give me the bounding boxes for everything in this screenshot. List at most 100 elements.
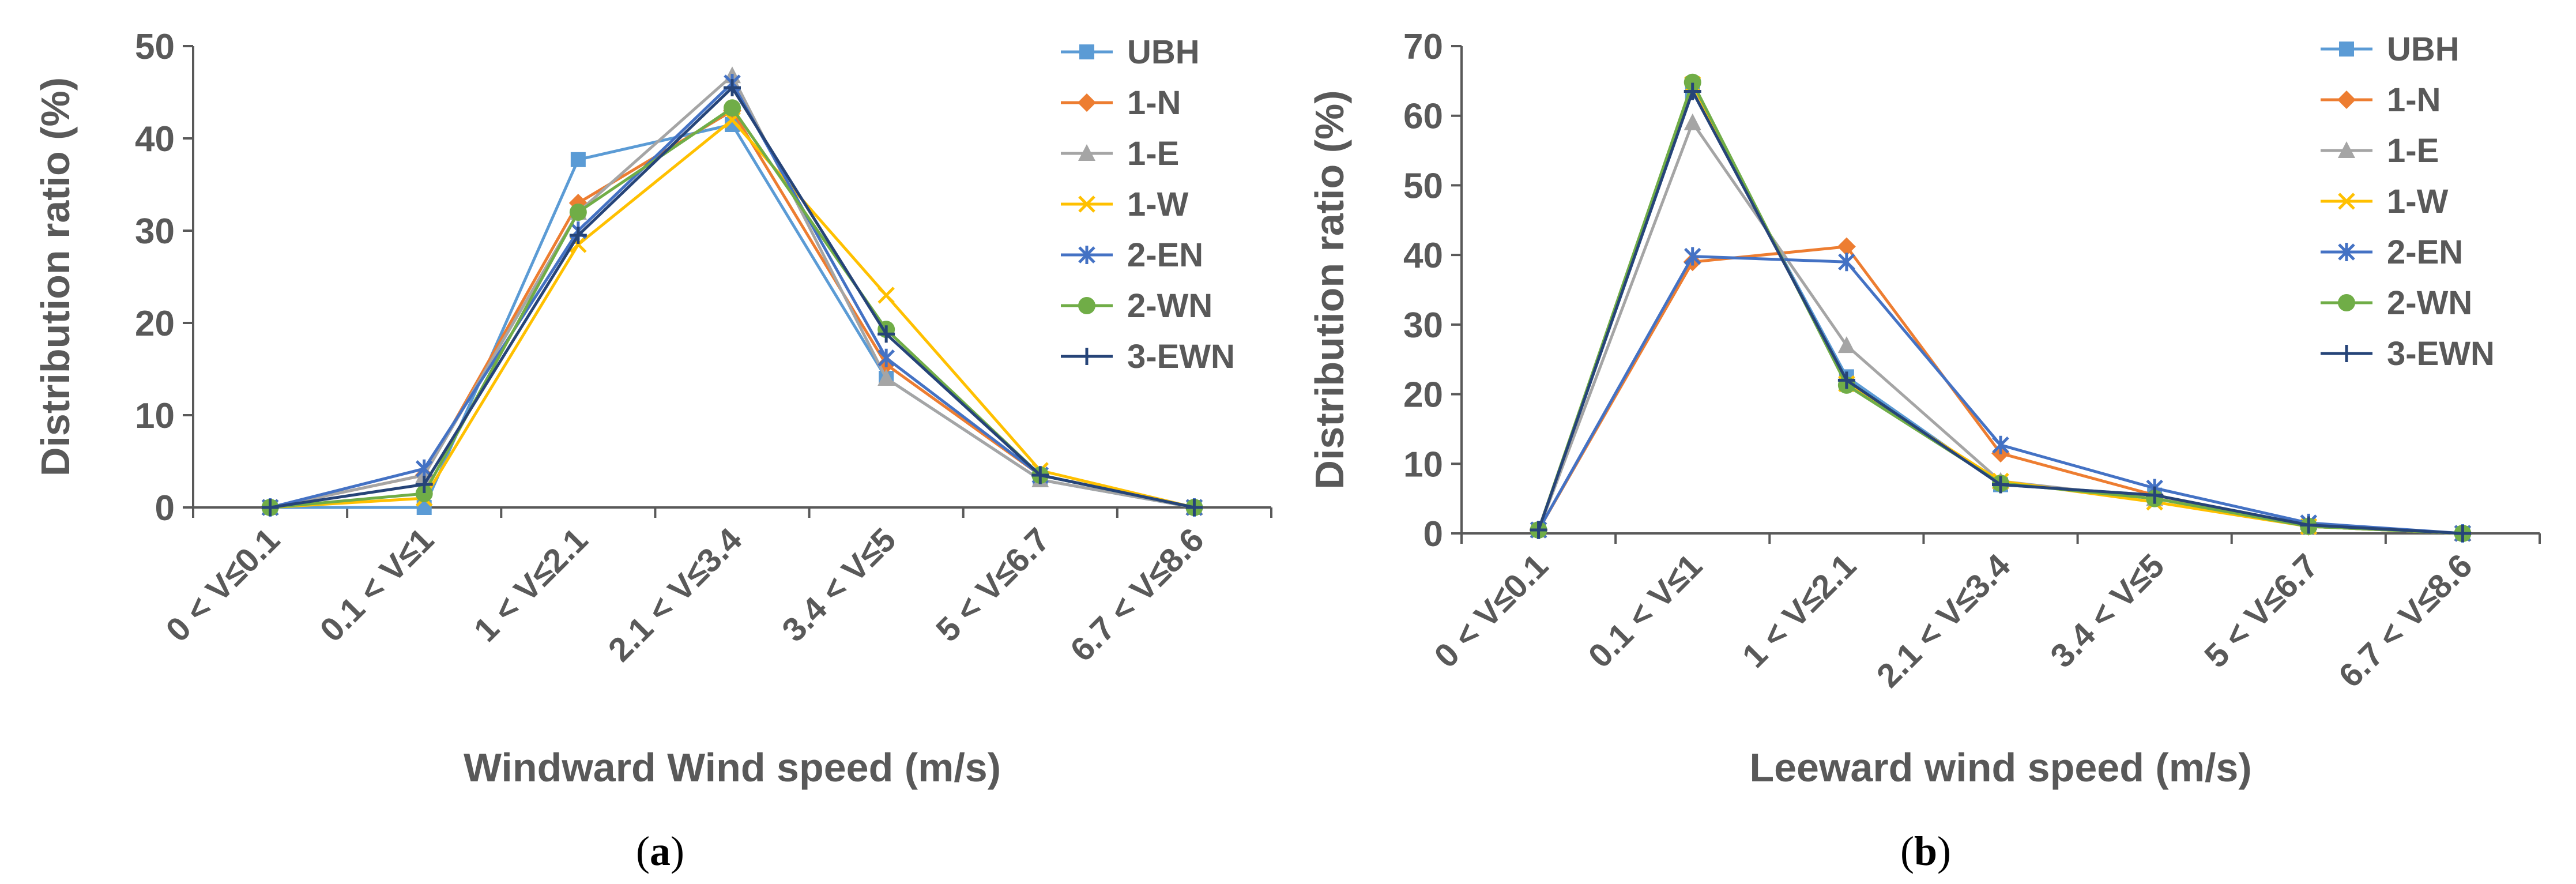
legend-marker-2-EN <box>2338 243 2355 261</box>
y-tick-label: 20 <box>135 304 175 344</box>
legend-marker-UBH <box>2339 42 2354 57</box>
series-1-N <box>261 101 1204 517</box>
x-tick-label: 3.4 < V≤5 <box>2043 547 2171 675</box>
legend-label: 1-N <box>1127 84 1181 122</box>
data-point-UBH <box>570 152 586 167</box>
legend-item-2-WN: 2-WN <box>1061 287 1212 325</box>
x-axis-title: Windward Wind speed (m/s) <box>464 745 1001 790</box>
x-axis-title: Leeward wind speed (m/s) <box>1749 745 2251 790</box>
data-point-3-EWN <box>1837 371 1855 389</box>
series-line-UBH <box>1537 90 2463 535</box>
data-point-3-EWN <box>1530 521 1547 539</box>
x-tick-label: 6.7 < V≤8.6 <box>1063 521 1211 669</box>
y-tick-label: 30 <box>135 212 175 251</box>
legend-item-UBH: UBH <box>1061 33 1200 71</box>
x-tick-label: 2.1 < V≤3.4 <box>1870 547 2018 695</box>
x-tick-label: 0.1 < V≤1 <box>1581 547 1709 675</box>
legend: UBH 1-N 1-E 1-W 2-EN 2-WN 3-EWN <box>2321 31 2495 373</box>
chart-panel-b: 0 10 20 30 40 50 60 70 0 < V≤0.1 0.1 < V≤1 1 < V≤2… <box>1307 27 2541 790</box>
legend-item-2-WN: 2-WN <box>2321 284 2472 322</box>
series-line-1-N <box>270 109 1195 509</box>
legend-marker-2-EN <box>1078 246 1095 264</box>
data-point-1-N <box>1837 237 1856 256</box>
legend: UBH 1-N 1-E 1-W 2-EN 2-WN 3-EWN <box>1061 33 1235 375</box>
series-line-3-EWN <box>270 86 1195 509</box>
legend-marker-3-EWN <box>1078 348 1095 365</box>
legend-label: 2-WN <box>2387 284 2472 322</box>
series-2-EN <box>1530 247 2472 543</box>
y-tick-label: 60 <box>1403 97 1443 137</box>
caption-a: (a) <box>636 828 684 874</box>
data-point-2-EN <box>1838 253 1855 272</box>
x-tick-label: 5 < V≤6.7 <box>2197 547 2325 675</box>
legend-marker-1-W <box>2338 193 2355 210</box>
series-line-1-E <box>1537 121 2463 535</box>
y-tick-label: 0 <box>1423 514 1443 554</box>
data-point-3-EWN <box>2454 525 2472 542</box>
legend-marker-1-N <box>1078 93 1096 112</box>
y-tick-label: 70 <box>1403 27 1443 67</box>
legend-item-1-N: 1-N <box>1061 84 1181 122</box>
y-tick-label: 0 <box>155 488 175 528</box>
legend-label: 2-WN <box>1127 287 1212 325</box>
x-tick-label: 1 < V≤2.1 <box>1735 547 1863 675</box>
x-tick-label: 1 < V≤2.1 <box>467 521 595 649</box>
y-tick-label: 10 <box>135 396 175 436</box>
legend-item-2-EN: 2-EN <box>2321 234 2463 271</box>
series-line-2-WN <box>270 106 1195 509</box>
legend-label: UBH <box>1127 33 1200 71</box>
series-line-1-E <box>270 74 1195 509</box>
data-point-2-WN <box>1684 73 1701 91</box>
caption-b: (b) <box>1900 828 1951 874</box>
legend-item-2-EN: 2-EN <box>1061 236 1203 274</box>
data-point-3-EWN <box>1684 82 1701 100</box>
legend-item-3-EWN: 3-EWN <box>2321 335 2495 373</box>
data-point-1-E <box>878 369 895 386</box>
data-point-3-EWN <box>2300 516 2318 534</box>
legend-item-1-W: 1-W <box>1061 186 1189 223</box>
data-point-3-EWN <box>261 499 279 516</box>
legend-label: 1-E <box>1127 135 1179 172</box>
data-point-3-EWN <box>415 476 433 493</box>
y-tick-label: 40 <box>1403 236 1443 276</box>
data-point-3-EWN <box>2146 486 2164 504</box>
legend-item-1-N: 1-N <box>2321 81 2441 119</box>
data-point-1-W <box>878 287 895 304</box>
series-2-WN <box>261 99 1203 516</box>
x-tick-label: 2.1 < V≤3.4 <box>601 521 750 669</box>
legend-label: 3-EWN <box>1127 338 1235 375</box>
data-point-2-WN <box>724 99 741 117</box>
y-tick-label: 10 <box>1403 445 1443 484</box>
y-axis-title: Distribution ratio (%) <box>1307 90 1352 489</box>
series-UBH <box>262 117 1202 515</box>
series-1-W <box>261 111 1203 516</box>
legend-label: 2-EN <box>2387 234 2463 271</box>
legend-item-UBH: UBH <box>2321 31 2460 68</box>
y-axis-title: Distribution ratio (%) <box>33 77 78 476</box>
data-point-3-EWN <box>1185 499 1203 516</box>
x-tick-label: 3.4 < V≤5 <box>775 521 903 649</box>
data-point-3-EWN <box>1992 476 2009 494</box>
data-point-2-EN <box>1684 247 1701 266</box>
series-1-N <box>1529 237 2472 543</box>
legend-label: 2-EN <box>1127 236 1203 274</box>
legend-item-1-E: 1-E <box>2321 132 2439 170</box>
y-tick-label: 50 <box>135 27 175 67</box>
data-point-2-WN <box>415 485 433 502</box>
legend-item-3-EWN: 3-EWN <box>1061 338 1235 375</box>
legend-marker-1-W <box>1078 195 1095 213</box>
legend-marker-1-E <box>2338 141 2355 158</box>
x-tick-label: 0.1 < V≤1 <box>313 521 441 649</box>
series-2-WN <box>1530 73 2472 542</box>
legend-marker-1-N <box>2337 91 2356 109</box>
series-line-UBH <box>270 123 1195 509</box>
legend-label: 3-EWN <box>2387 335 2495 373</box>
y-tick-label: 50 <box>1403 166 1443 206</box>
series-1-E <box>261 66 1203 515</box>
data-point-3-EWN <box>878 325 895 343</box>
series-line-1-W <box>270 118 1195 509</box>
x-tick-label: 5 < V≤6.7 <box>929 521 1057 649</box>
legend-marker-1-E <box>1078 144 1095 161</box>
legend-label: 1-N <box>2387 81 2441 119</box>
series-line-3-EWN <box>1537 90 2463 535</box>
